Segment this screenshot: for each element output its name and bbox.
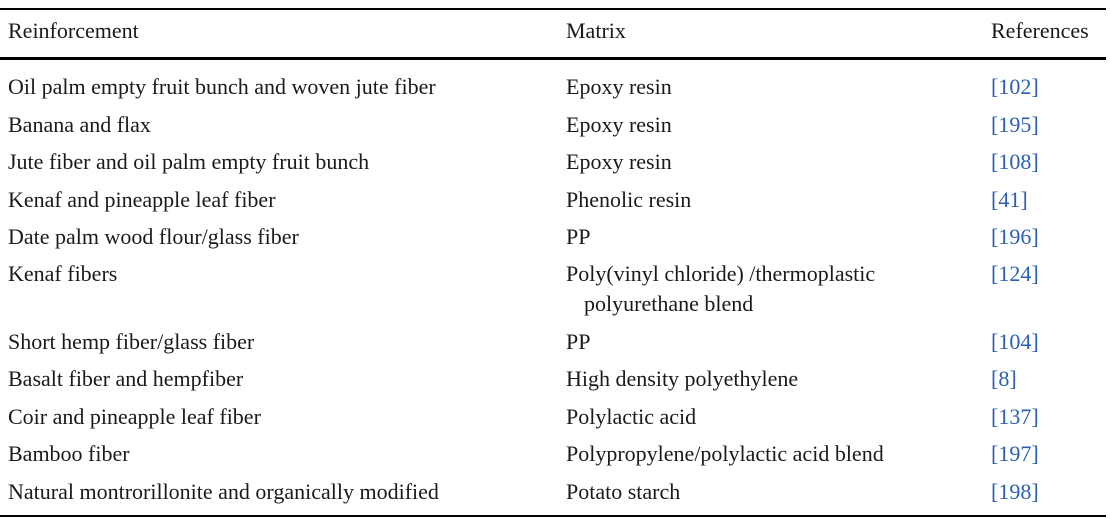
cell-reference: [102] [991, 72, 1039, 102]
open-bracket: [ [991, 261, 999, 286]
cell-matrix: Poly(vinyl chloride) /thermoplastic [566, 261, 876, 286]
cell-matrix: Potato starch [566, 479, 681, 504]
header-matrix: Matrix [566, 18, 626, 43]
close-bracket: ] [1031, 404, 1039, 429]
reference-link[interactable]: 195 [998, 112, 1032, 137]
reference-link[interactable]: 104 [998, 329, 1032, 354]
cell-matrix: Epoxy resin [566, 149, 672, 174]
cell-reinforcement: Banana and flax [8, 112, 151, 137]
open-bracket: [ [991, 224, 999, 249]
cell-reinforcement: Coir and pineapple leaf fiber [8, 404, 261, 429]
cell-reinforcement: Bamboo fiber [8, 441, 130, 466]
close-bracket: ] [1031, 224, 1039, 249]
cell-reference: [108] [991, 147, 1039, 177]
reference-link[interactable]: 124 [998, 261, 1032, 286]
close-bracket: ] [1031, 479, 1039, 504]
cell-matrix: Epoxy resin [566, 112, 672, 137]
cell-reinforcement: Basalt fiber and hempfiber [8, 366, 244, 391]
close-bracket: ] [1031, 261, 1039, 286]
table-top-rule [0, 8, 1106, 10]
reference-link[interactable]: 8 [998, 366, 1010, 391]
close-bracket: ] [1020, 187, 1028, 212]
cell-matrix: Polypropylene/polylactic acid blend [566, 441, 884, 466]
reference-link[interactable]: 196 [998, 224, 1032, 249]
cell-matrix: PP [566, 329, 591, 354]
close-bracket: ] [1031, 112, 1039, 137]
table-bottom-rule [0, 515, 1106, 517]
cell-reference: [137] [991, 402, 1039, 432]
cell-matrix-continuation: polyurethane blend [584, 291, 754, 316]
cell-reinforcement: Kenaf and pineapple leaf fiber [8, 187, 276, 212]
open-bracket: [ [991, 366, 999, 391]
open-bracket: [ [991, 329, 999, 354]
open-bracket: [ [991, 441, 999, 466]
close-bracket: ] [1031, 329, 1039, 354]
close-bracket: ] [1031, 74, 1039, 99]
cell-reference: [197] [991, 439, 1039, 469]
cell-matrix: Polylactic acid [566, 404, 697, 429]
cell-reinforcement: Short hemp fiber/glass fiber [8, 329, 255, 354]
cell-reinforcement: Oil palm empty fruit bunch and woven jut… [8, 74, 436, 99]
cell-reinforcement: Jute fiber and oil palm empty fruit bunc… [8, 149, 370, 174]
open-bracket: [ [991, 74, 999, 99]
table-header-rule [0, 57, 1106, 60]
cell-reference: [104] [991, 327, 1039, 357]
cell-reference: [8] [991, 364, 1017, 394]
open-bracket: [ [991, 112, 999, 137]
open-bracket: [ [991, 149, 999, 174]
close-bracket: ] [1009, 366, 1017, 391]
close-bracket: ] [1031, 441, 1039, 466]
cell-matrix: High density polyethylene [566, 366, 799, 391]
cell-reference: [41] [991, 185, 1028, 215]
cell-reinforcement: Date palm wood flour/glass fiber [8, 224, 299, 249]
reference-link[interactable]: 41 [998, 187, 1021, 212]
cell-reference: [124] [991, 259, 1039, 289]
cell-matrix: PP [566, 224, 591, 249]
reference-link[interactable]: 102 [998, 74, 1032, 99]
reference-link[interactable]: 198 [998, 479, 1032, 504]
reference-link[interactable]: 137 [998, 404, 1032, 429]
cell-reinforcement: Natural montrorillonite and organically … [8, 479, 439, 504]
reference-link[interactable]: 197 [998, 441, 1032, 466]
close-bracket: ] [1031, 149, 1039, 174]
cell-reference: [196] [991, 222, 1039, 252]
cell-reference: [198] [991, 477, 1039, 507]
cell-matrix: Epoxy resin [566, 74, 672, 99]
open-bracket: [ [991, 187, 999, 212]
cell-reference: [195] [991, 110, 1039, 140]
open-bracket: [ [991, 479, 999, 504]
open-bracket: [ [991, 404, 999, 429]
reference-link[interactable]: 108 [998, 149, 1032, 174]
cell-reinforcement: Kenaf fibers [8, 261, 118, 286]
header-reinforcement: Reinforcement [8, 18, 139, 43]
header-references: References [991, 18, 1089, 43]
cell-matrix: Phenolic resin [566, 187, 692, 212]
